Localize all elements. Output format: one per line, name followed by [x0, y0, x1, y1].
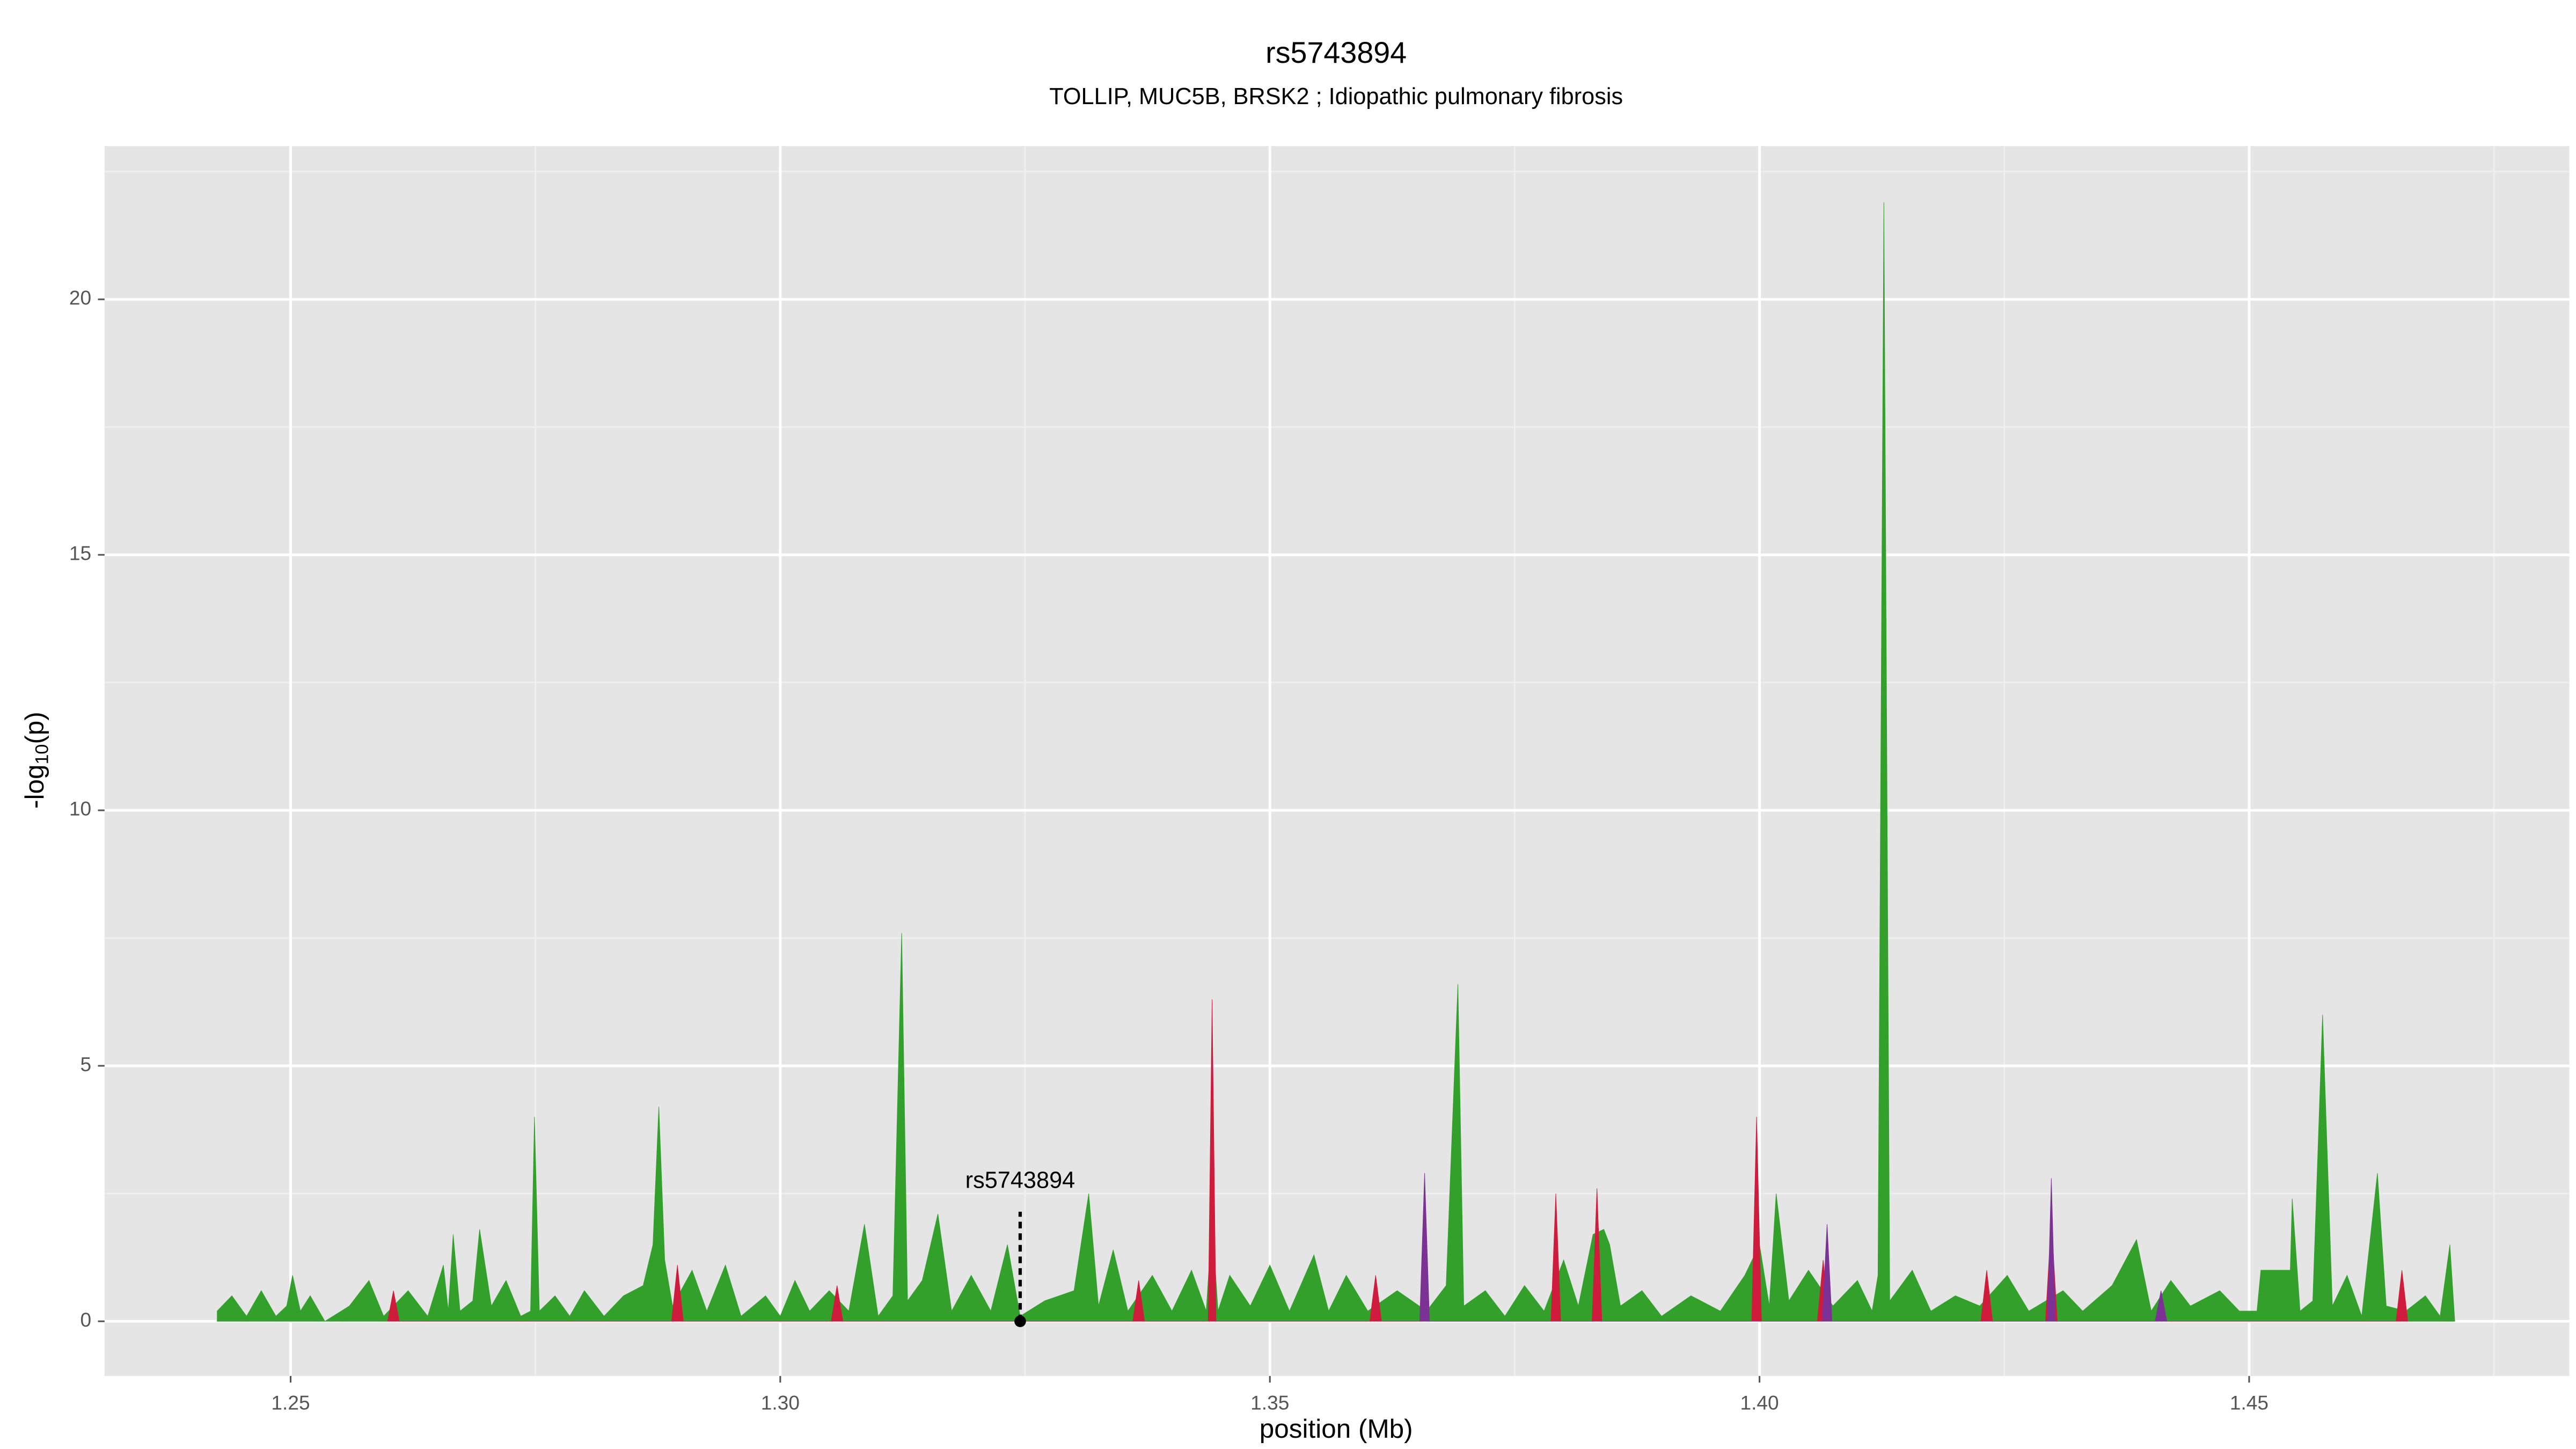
- y-tick-label: 5: [80, 1053, 91, 1075]
- x-tick-label: 1.40: [1740, 1391, 1779, 1414]
- annotation-point: [1014, 1315, 1026, 1327]
- chart-title: rs5743894: [1265, 36, 1407, 69]
- x-axis-label: position (Mb): [1260, 1414, 1413, 1444]
- y-tick-label: 10: [69, 797, 91, 820]
- y-tick-label: 15: [69, 542, 91, 565]
- plot-background: [104, 146, 2570, 1376]
- y-label-part: -log: [20, 764, 49, 809]
- chart-subtitle: TOLLIP, MUC5B, BRSK2 ; Idiopathic pulmon…: [1049, 84, 1623, 109]
- area: [217, 202, 2455, 1322]
- x-tick-label: 1.25: [271, 1391, 310, 1414]
- y-tick-label: 0: [80, 1308, 91, 1331]
- y-axis-label: -log10(p): [20, 712, 52, 809]
- area: [1419, 1173, 2168, 1322]
- y-label-subscript: 10: [32, 744, 52, 765]
- annotation-label: rs5743894: [965, 1168, 1075, 1194]
- x-tick-label: 1.35: [1250, 1391, 1289, 1414]
- x-tick-label: 1.30: [761, 1391, 800, 1414]
- y-label-part: (p): [20, 712, 49, 744]
- x-tick-label: 1.45: [2230, 1391, 2268, 1414]
- y-tick-label: 20: [69, 287, 91, 309]
